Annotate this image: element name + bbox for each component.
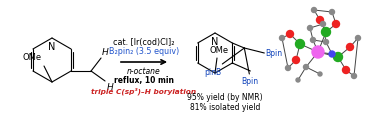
Circle shape	[312, 46, 324, 58]
Circle shape	[342, 66, 350, 73]
Circle shape	[287, 31, 293, 38]
Circle shape	[316, 16, 324, 24]
Circle shape	[333, 20, 339, 27]
Text: 95% yield (by NMR): 95% yield (by NMR)	[187, 93, 263, 102]
Text: Bpin: Bpin	[241, 77, 258, 86]
Text: reflux, 10 min: reflux, 10 min	[114, 77, 174, 86]
Circle shape	[333, 53, 342, 62]
Text: N: N	[211, 37, 219, 47]
Circle shape	[307, 26, 313, 31]
Text: Bpin: Bpin	[265, 49, 282, 57]
Text: triple C(sp³)–H borylation: triple C(sp³)–H borylation	[91, 87, 197, 95]
Circle shape	[355, 35, 361, 40]
Text: cat. [Ir(cod)Cl]₂: cat. [Ir(cod)Cl]₂	[113, 38, 175, 46]
Circle shape	[279, 35, 285, 40]
Text: pinB: pinB	[204, 68, 222, 77]
Circle shape	[285, 66, 291, 71]
Circle shape	[322, 27, 330, 37]
Text: B₂pin₂ (3.5 equiv): B₂pin₂ (3.5 equiv)	[109, 48, 179, 57]
Text: n-octane: n-octane	[127, 68, 161, 77]
Circle shape	[310, 38, 316, 42]
Circle shape	[296, 78, 300, 82]
Circle shape	[347, 44, 353, 51]
Circle shape	[304, 64, 308, 69]
Circle shape	[293, 57, 299, 64]
Text: H: H	[102, 48, 109, 57]
Text: 81% isolated yield: 81% isolated yield	[190, 102, 260, 112]
Circle shape	[311, 7, 316, 13]
Text: OMe: OMe	[23, 53, 42, 62]
Circle shape	[352, 73, 356, 79]
Text: H: H	[107, 83, 114, 92]
Text: OMe: OMe	[209, 46, 229, 55]
Circle shape	[296, 40, 305, 49]
Circle shape	[330, 9, 335, 15]
Circle shape	[329, 51, 335, 57]
Circle shape	[321, 22, 325, 26]
Text: N: N	[48, 42, 56, 52]
Circle shape	[324, 40, 328, 44]
Circle shape	[318, 72, 322, 76]
